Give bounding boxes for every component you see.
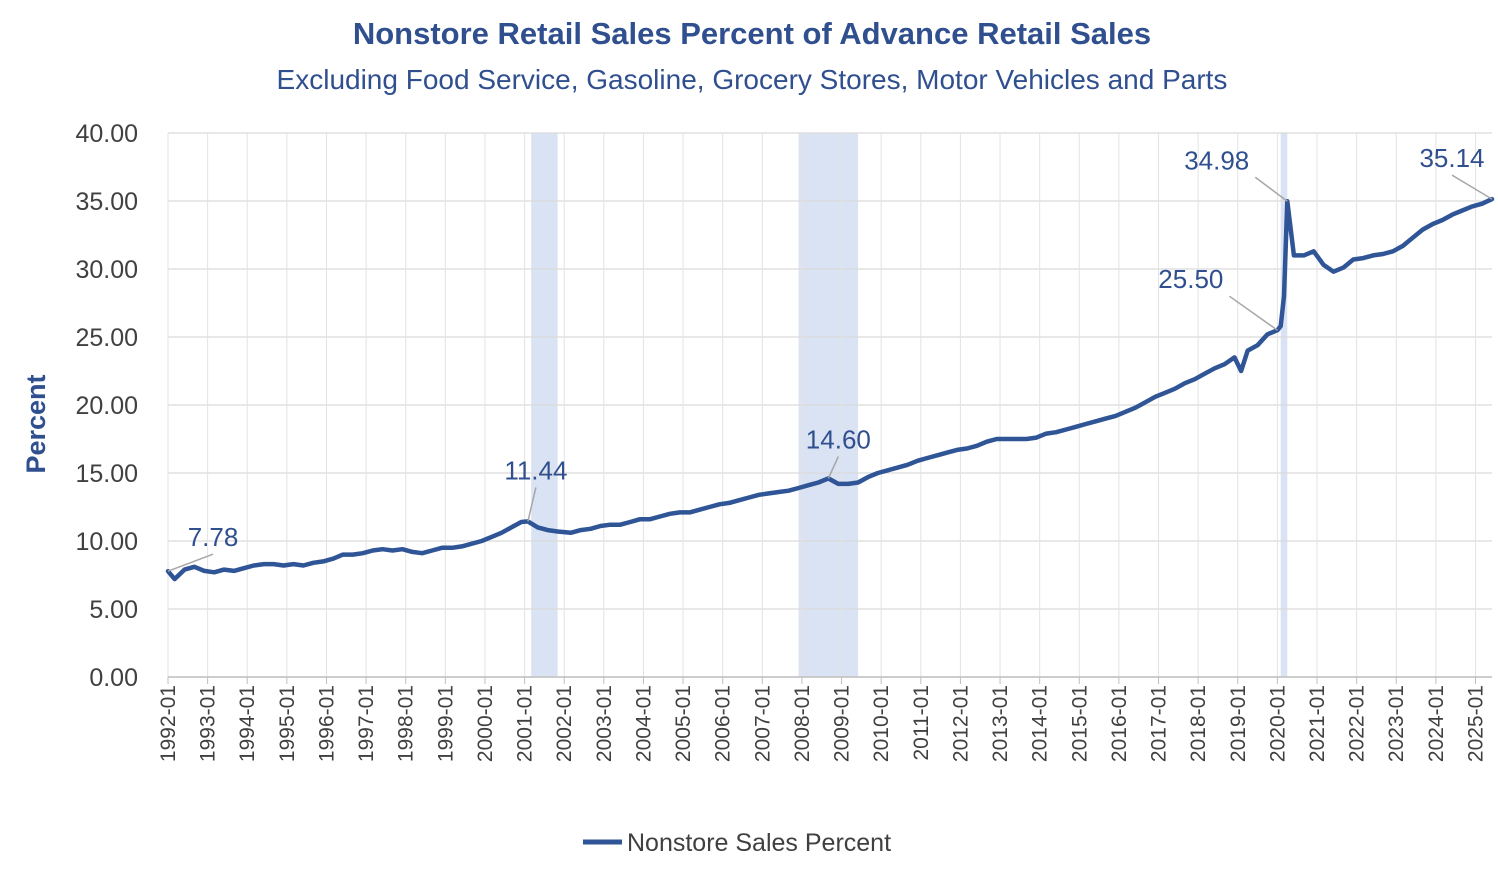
legend-label: Nonstore Sales Percent xyxy=(627,829,891,857)
annotation-label: 14.60 xyxy=(806,424,871,454)
y-tick-label: 0.00 xyxy=(89,664,138,692)
x-tick-label: 2002-01 xyxy=(553,685,576,762)
series-layer xyxy=(165,196,1495,582)
x-tick-label: 2013-01 xyxy=(989,685,1012,762)
x-tick-label: 2004-01 xyxy=(632,685,655,762)
annotation-leader xyxy=(167,553,214,572)
axes: 0.00 5.00 10.00 15.00 20.00 25.00 30.00 35.00 40… xyxy=(75,120,1492,762)
x-tick-label: 2000-01 xyxy=(474,685,497,762)
x-tick-label: 2017-01 xyxy=(1148,685,1171,762)
x-tick-label: 2008-01 xyxy=(791,685,814,762)
annotation-label: 11.44 xyxy=(504,455,567,485)
y-tick-label: 40.00 xyxy=(75,120,138,148)
chart-title: Nonstore Retail Sales Percent of Advance… xyxy=(353,16,1151,51)
x-tick-label: 2025-01 xyxy=(1464,685,1487,762)
x-tick-label: 2009-01 xyxy=(831,685,854,762)
x-tick-label: 1995-01 xyxy=(276,685,299,762)
x-tick-label: 2015-01 xyxy=(1068,685,1091,762)
x-tick-label: 1999-01 xyxy=(434,685,457,762)
x-tick-label: 1997-01 xyxy=(355,685,378,762)
x-tick-label: 2021-01 xyxy=(1306,685,1329,762)
y-tick-label: 15.00 xyxy=(75,460,138,488)
y-tick-label: 10.00 xyxy=(75,528,138,556)
grid-lines xyxy=(167,132,1492,678)
x-tick-label: 2016-01 xyxy=(1108,685,1131,762)
x-tick-label: 2001-01 xyxy=(514,685,537,762)
x-tick-label: 2006-01 xyxy=(712,685,735,762)
x-tick-label: 2014-01 xyxy=(1029,685,1052,762)
x-tick-label: 2022-01 xyxy=(1346,685,1369,762)
x-tick-label: 2019-01 xyxy=(1227,685,1250,762)
x-tick-label: 2003-01 xyxy=(593,685,616,762)
x-tick-label: 2011-01 xyxy=(910,685,933,761)
series-line-nonstore-sales-percent xyxy=(165,196,1495,582)
y-tick-label: 35.00 xyxy=(75,188,138,216)
annotation-label: 25.50 xyxy=(1158,264,1223,294)
x-tick-label: 2012-01 xyxy=(949,685,972,762)
x-tick-label: 2005-01 xyxy=(672,685,695,762)
y-axis-label: Percent xyxy=(21,374,51,473)
x-tick-label: 2024-01 xyxy=(1425,685,1448,762)
chart-subtitle: Excluding Food Service, Gasoline, Grocer… xyxy=(277,64,1228,95)
y-tick-label: 5.00 xyxy=(89,596,138,624)
annotation-leader xyxy=(1254,176,1288,202)
x-tick-label: 2023-01 xyxy=(1385,685,1408,762)
annotation-leader xyxy=(527,487,537,522)
annotation-leader xyxy=(1451,174,1493,200)
annotations: 7.78 11.44 14.60 25.50 34.98 35.14 xyxy=(167,143,1493,572)
y-tick-label: 30.00 xyxy=(75,256,138,284)
annotation-leader xyxy=(1228,295,1278,331)
x-tick-label: 1993-01 xyxy=(197,685,220,762)
x-tick-label: 1994-01 xyxy=(236,685,259,762)
x-tick-label: 1996-01 xyxy=(315,685,338,762)
x-tick-label: 1992-01 xyxy=(157,685,180,762)
x-tick-label: 2020-01 xyxy=(1266,685,1289,762)
legend: Nonstore Sales Percent xyxy=(583,829,891,857)
x-tick-label: 2007-01 xyxy=(751,685,774,762)
annotation-label: 34.98 xyxy=(1184,145,1249,175)
x-tick-label: 2018-01 xyxy=(1187,685,1210,762)
annotation-label: 35.14 xyxy=(1419,143,1484,173)
y-tick-label: 20.00 xyxy=(75,392,138,420)
annotation-label: 7.78 xyxy=(188,522,239,552)
x-tick-label: 1998-01 xyxy=(395,685,418,762)
y-tick-label: 25.00 xyxy=(75,324,138,352)
annotation-leader xyxy=(827,456,840,479)
x-tick-label: 2010-01 xyxy=(870,685,893,762)
